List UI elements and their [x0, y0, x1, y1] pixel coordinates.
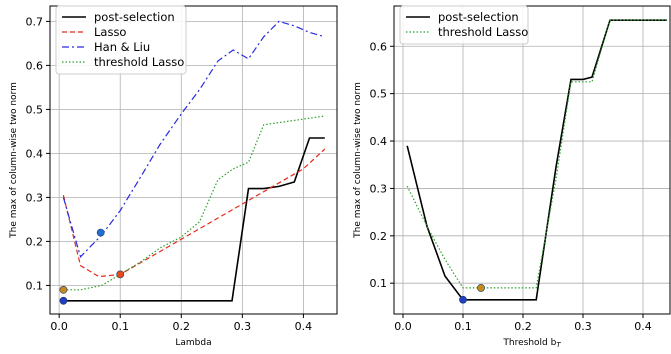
left-legend-label: post-selection — [94, 10, 175, 24]
right-y-axis-label: The max of column-wise two norm — [353, 82, 363, 239]
right-legend-box — [399, 5, 529, 45]
left-y-tick-label: 0.5 — [26, 103, 44, 116]
right-x-tick-label: 0.3 — [574, 320, 592, 333]
right-legend-label: post-selection — [438, 10, 519, 24]
left-legend-box — [55, 5, 187, 75]
right-x-tick-label: 0.0 — [394, 320, 412, 333]
left-series-lasso-line — [62, 148, 326, 278]
left-highlight-point — [59, 285, 68, 294]
right-y-tick-label: 0.4 — [370, 135, 388, 148]
right-chart: 0.0 0.1 0.2 0.3 0.4 0.1 0.2 0.3 0.4 0.5 0.6 Thresh… — [353, 5, 671, 349]
right-series-post-selection-line — [406, 19, 667, 301]
right-highlight-point — [459, 295, 467, 304]
left-x-tick-label: 0.4 — [295, 320, 313, 333]
right-y-tick-label: 0.6 — [370, 40, 388, 53]
right-plot-frame — [393, 5, 671, 315]
right-y-tick-label: 0.3 — [370, 182, 388, 195]
left-y-tick-label: 0.3 — [26, 191, 44, 204]
left-series-han-liu-line — [62, 20, 325, 258]
left-x-tick-label: 0.3 — [234, 320, 252, 333]
left-legend-label: Lasso — [94, 25, 126, 39]
left-y-tick-label: 0.4 — [26, 147, 44, 160]
left-x-tick-label: 0.0 — [50, 320, 68, 333]
left-y-tick-label: 0.2 — [26, 235, 44, 248]
right-highlight-point — [477, 284, 485, 292]
right-x-axis-label: Threshold bT — [502, 338, 561, 349]
left-x-tick-label: 0.2 — [173, 320, 191, 333]
left-y-tick-label: 0.6 — [26, 59, 44, 72]
left-x-axis-label: Lambda — [175, 338, 211, 348]
left-y-axis-label: The max of column-wise two norm — [9, 82, 19, 239]
left-legend-label: Han & Liu — [94, 40, 150, 54]
right-x-tick-label: 0.4 — [634, 320, 652, 333]
right-y-tick-label: 0.5 — [370, 88, 388, 101]
left-y-tick-label: 0.1 — [26, 279, 44, 292]
left-highlight-point — [116, 270, 125, 279]
left-chart: 0.0 0.1 0.2 0.3 0.4 0.1 0.2 0.3 0.4 0.5 0.6 0.7 Lam… — [9, 5, 338, 348]
right-x-tick-label: 0.2 — [514, 320, 532, 333]
right-y-tick-label: 0.1 — [370, 277, 388, 290]
left-series-threshold-lasso-line — [63, 115, 325, 291]
right-x-axis-label-main: Threshold b — [502, 338, 556, 348]
left-plot-frame — [49, 5, 338, 315]
left-highlight-point — [96, 228, 105, 237]
right-x-tick-label: 0.1 — [454, 320, 472, 333]
left-highlight-point — [59, 296, 68, 305]
right-legend-label: threshold Lasso — [438, 25, 528, 39]
right-x-axis-label-sub: T — [556, 341, 561, 349]
left-legend-label: threshold Lasso — [94, 55, 184, 69]
left-x-tick-label: 0.1 — [111, 320, 129, 333]
right-series-threshold-lasso-line — [406, 19, 667, 289]
left-y-tick-label: 0.7 — [26, 15, 44, 28]
right-y-tick-label: 0.2 — [370, 230, 388, 243]
